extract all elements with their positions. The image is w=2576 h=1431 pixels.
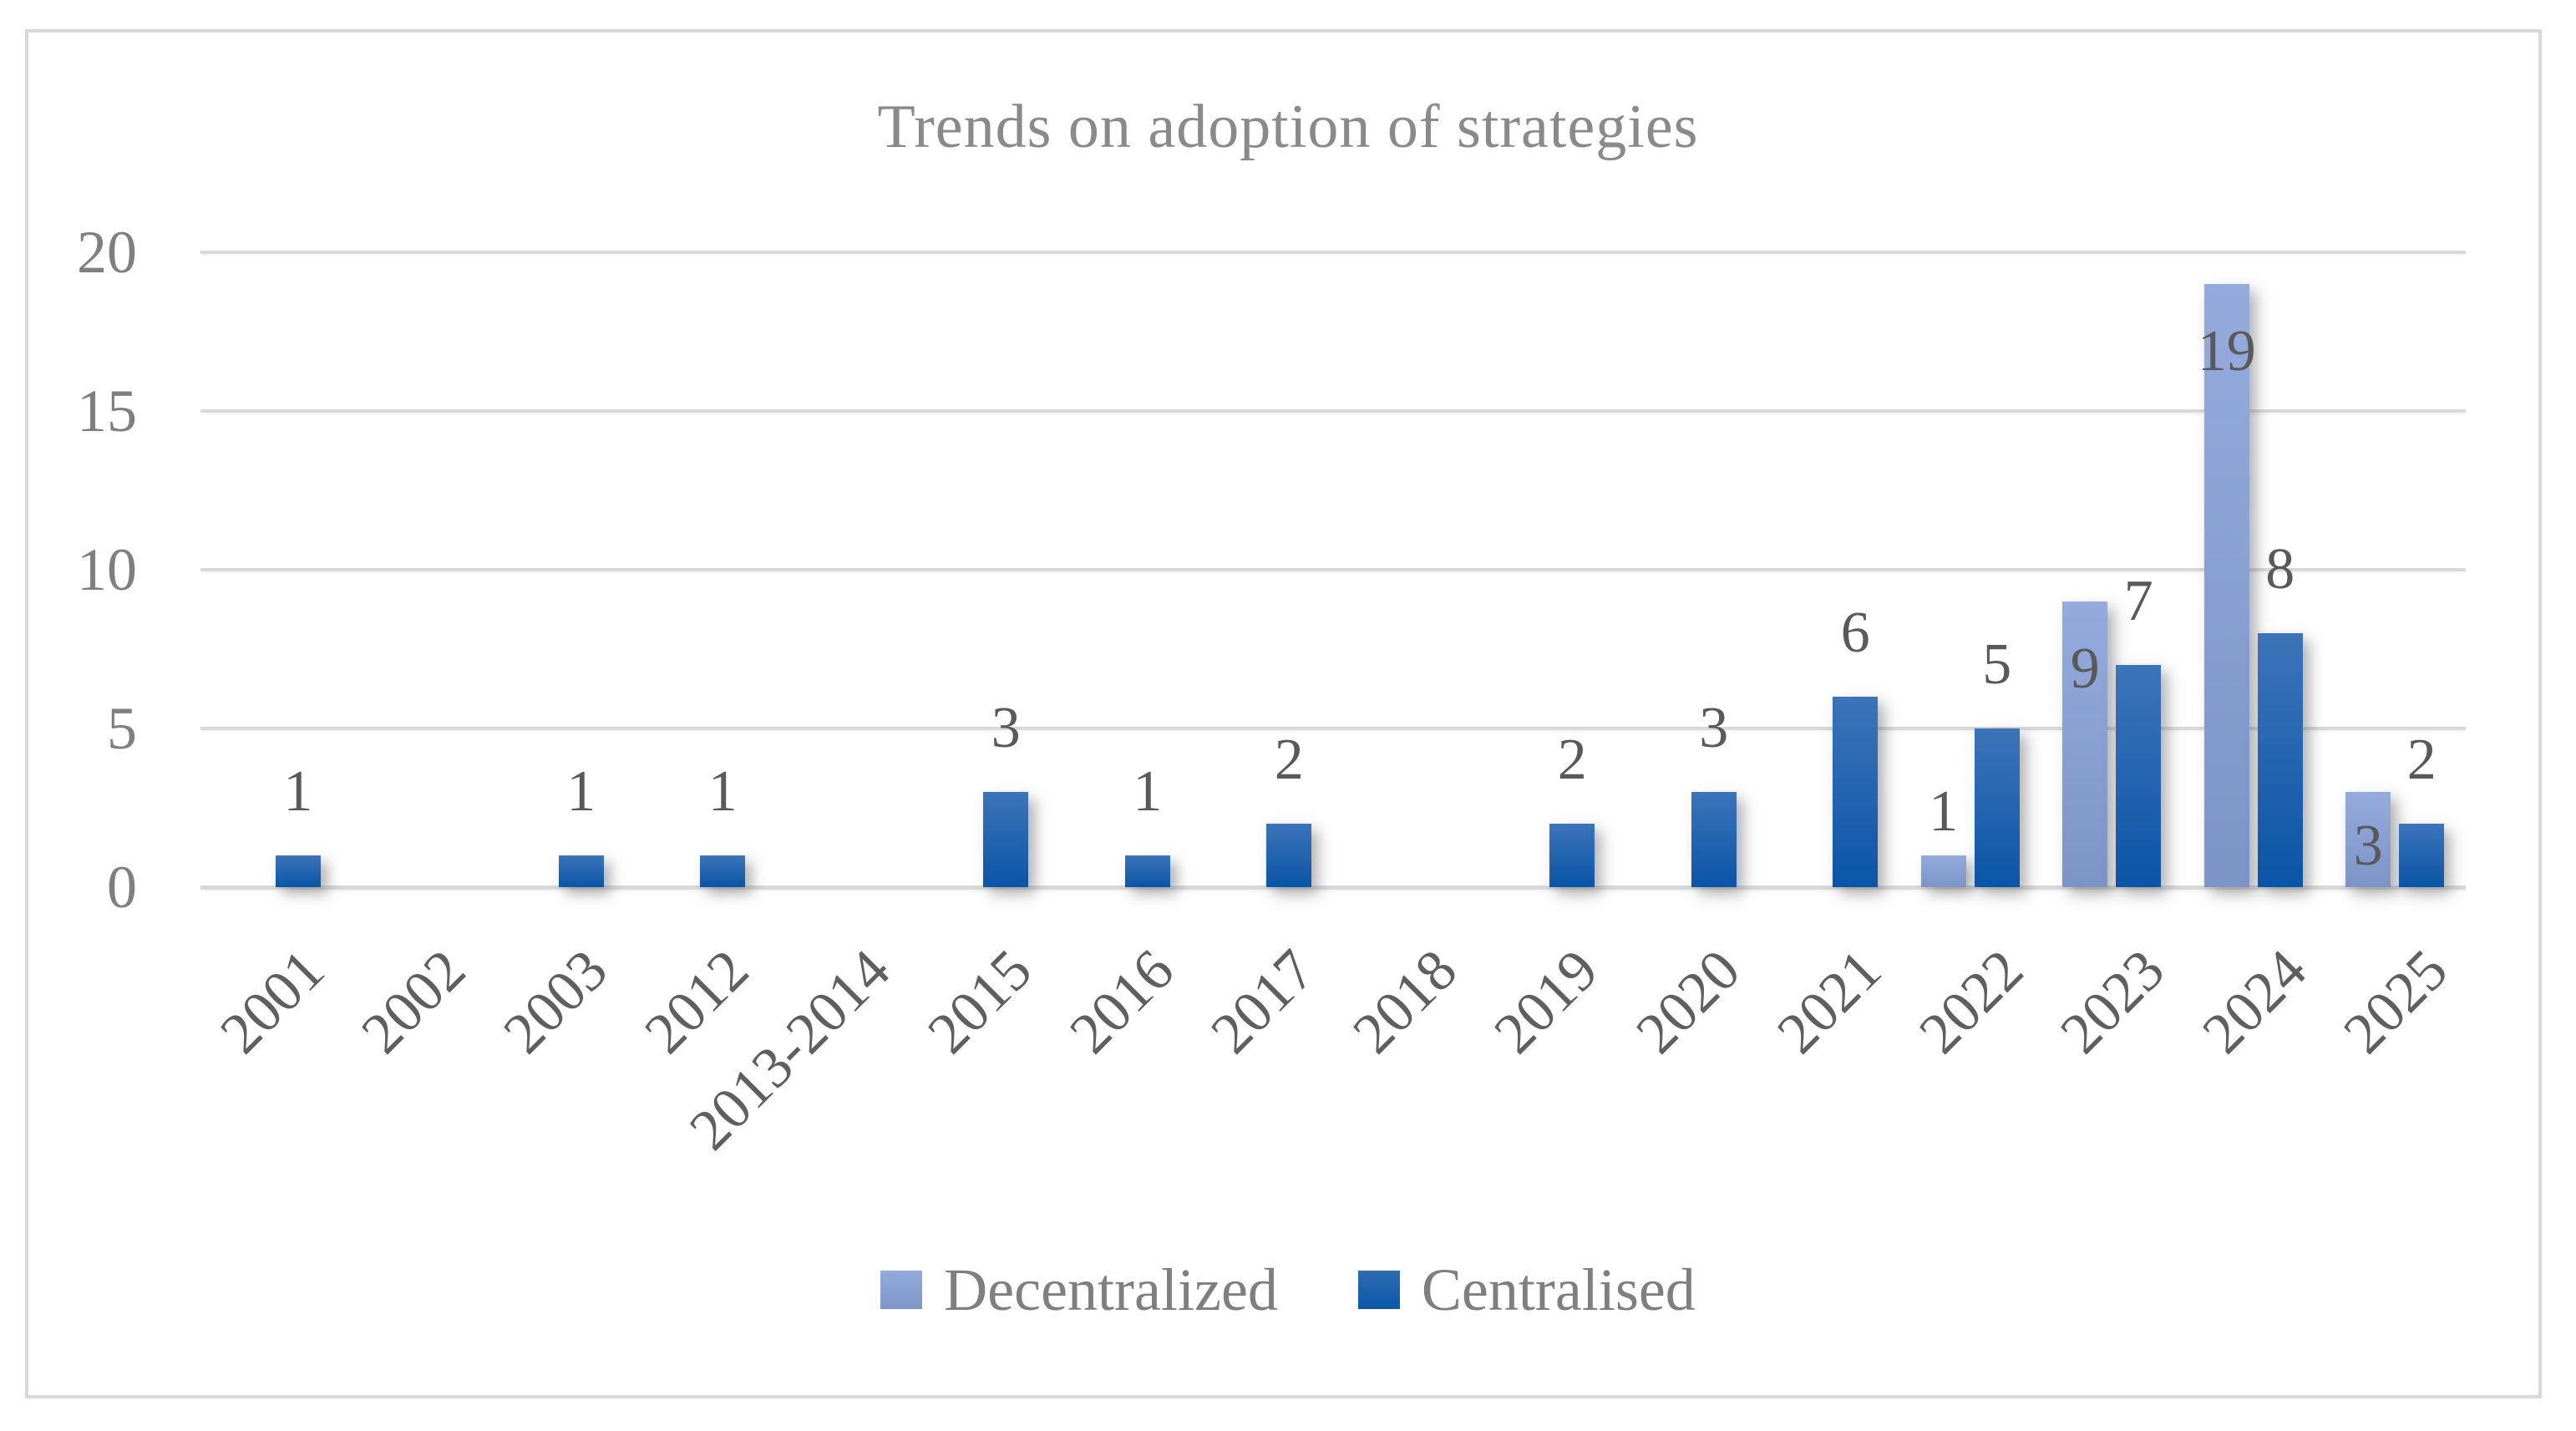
y-axis-tick-label-10: 10 [77,536,137,603]
bar-decentralized-2024 [2203,284,2249,887]
data-label-centralised-2003: 1 [566,759,596,824]
gridline-20 [200,251,2466,254]
data-label-centralised-2019: 2 [1557,728,1587,792]
legend: Decentralized Centralised [0,1258,2576,1322]
bar-decentralized-2025 [2345,792,2391,887]
bar-centralised-2023 [2116,665,2162,887]
chart-frame [25,29,2542,1398]
bar-decentralized-2022 [1920,855,1966,887]
y-axis-tick-label-15: 15 [77,378,137,444]
bar-centralised-2021 [1833,697,1879,887]
data-label-centralised-2020: 3 [1699,696,1729,760]
gridline-10 [200,568,2466,571]
chart-title: Trends on adoption of strategies [877,93,1699,161]
y-axis-tick-label-20: 20 [77,219,137,286]
bar-centralised-2012 [700,855,746,887]
data-label-decentralized-2023: 9 [2070,637,2100,701]
legend-item-centralised: Centralised [1357,1256,1696,1323]
bar-decentralized-2023 [2062,601,2108,887]
legend-item-decentralized: Decentralized [880,1258,1278,1322]
bar-centralised-2016 [1124,855,1170,887]
data-label-decentralized-2022: 1 [1929,779,1959,844]
data-label-centralised-2015: 3 [991,696,1021,760]
bar-centralised-2025 [2399,824,2445,887]
bar-centralised-2019 [1549,824,1595,887]
data-label-centralised-2012: 1 [707,759,738,824]
legend-label-decentralized: Decentralized [944,1256,1278,1323]
data-label-centralised-2024: 8 [2265,537,2295,601]
bar-centralised-2015 [983,792,1029,887]
bar-centralised-2003 [558,855,604,887]
data-label-decentralized-2025: 3 [2353,813,2383,878]
bar-centralised-2022 [1974,728,2020,887]
legend-swatch-decentralized-icon [880,1271,923,1309]
legend-swatch-centralised-icon [1357,1271,1400,1309]
data-label-centralised-2017: 2 [1274,728,1304,792]
data-label-centralised-2022: 5 [1982,632,2012,697]
data-label-decentralized-2024: 19 [2197,319,2256,383]
data-label-centralised-2025: 2 [2406,728,2437,792]
bar-centralised-2001 [275,855,321,887]
data-label-centralised-2021: 6 [1840,601,1870,665]
gridline-0 [200,885,2466,890]
legend-label-centralised: Centralised [1421,1256,1696,1323]
data-label-centralised-2001: 1 [283,759,313,824]
data-label-centralised-2023: 7 [2123,569,2153,633]
y-axis-tick-label-5: 5 [107,695,137,762]
gridline-15 [200,409,2466,413]
data-label-centralised-2016: 1 [1133,759,1163,824]
gridline-5 [200,727,2466,730]
y-axis-tick-label-0: 0 [107,854,137,921]
bar-centralised-2020 [1691,792,1737,887]
bar-centralised-2017 [1266,824,1312,887]
bar-centralised-2024 [2257,633,2303,887]
